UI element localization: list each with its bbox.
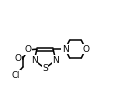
Text: O: O [14,54,21,63]
Text: N: N [52,56,59,65]
Text: O: O [82,45,89,54]
Text: Cl: Cl [12,71,20,80]
Text: N: N [31,56,37,65]
Text: O: O [25,46,32,55]
Text: S: S [42,64,47,73]
Text: N: N [61,45,68,54]
